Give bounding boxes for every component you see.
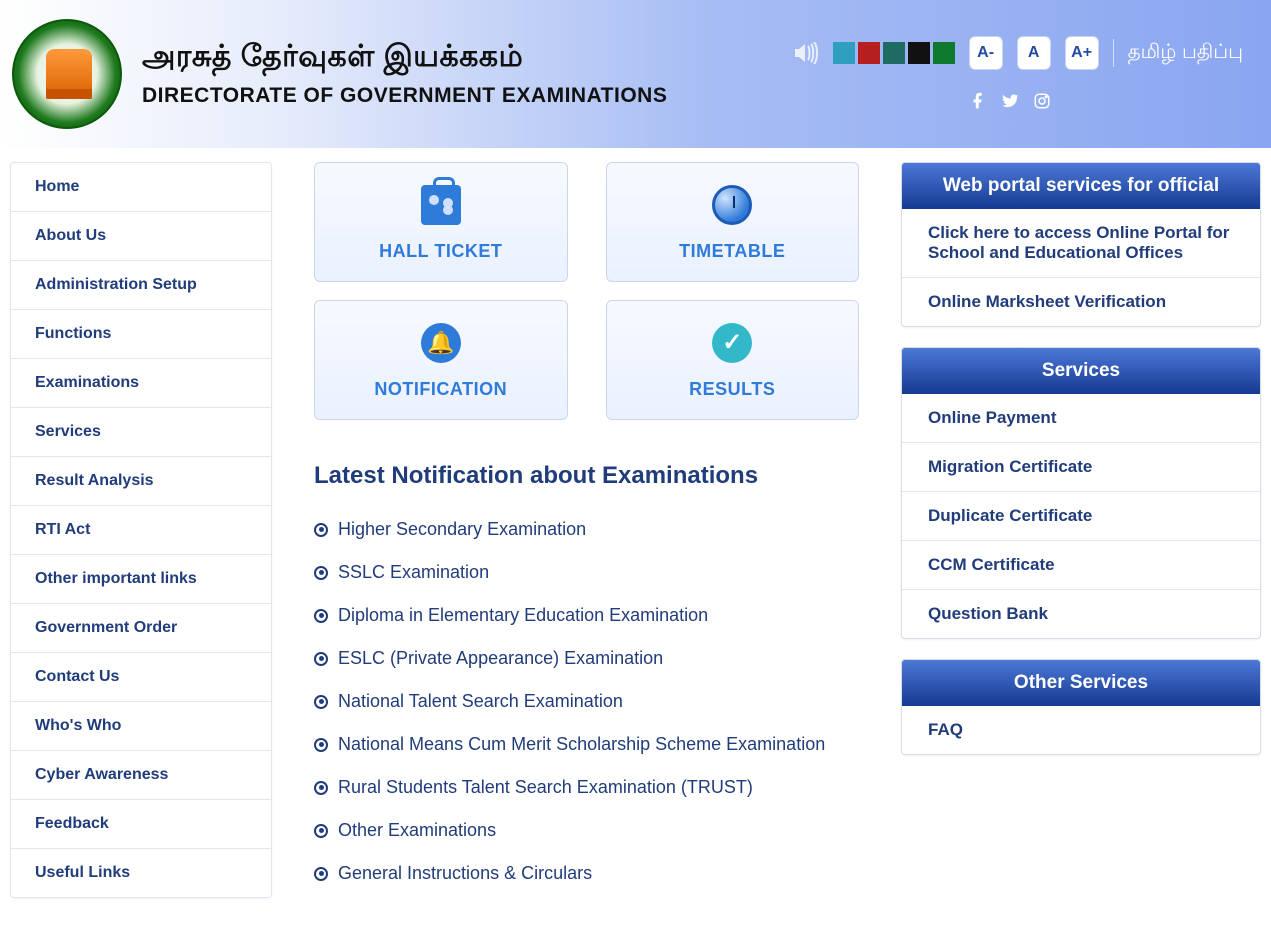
notification-label: Diploma in Elementary Education Examinat…: [338, 605, 708, 626]
notifications-heading: Latest Notification about Examinations: [314, 462, 859, 490]
sidebar-item-feedback[interactable]: Feedback: [11, 800, 271, 849]
theme-swatches: [833, 42, 955, 64]
tools-row: A- A A+ தமிழ் பதிப்பு: [793, 36, 1243, 70]
notification-label: General Instructions & Circulars: [338, 863, 592, 884]
bullet-icon: [314, 824, 328, 838]
notification-item[interactable]: SSLC Examination: [314, 551, 859, 594]
font-increase-button[interactable]: A+: [1065, 36, 1099, 70]
notification-item[interactable]: General Instructions & Circulars: [314, 852, 859, 895]
content: HALL TICKET TIMETABLE 🔔 NOTIFICATION ✓ RESULT…: [314, 162, 859, 895]
sidebar-item-result-analysis[interactable]: Result Analysis: [11, 457, 271, 506]
notification-label: Higher Secondary Examination: [338, 519, 586, 540]
notification-label: ESLC (Private Appearance) Examination: [338, 648, 663, 669]
card-results[interactable]: ✓ RESULTS: [606, 300, 860, 420]
twitter-icon[interactable]: [999, 90, 1021, 112]
sidebar-item-services[interactable]: Services: [11, 408, 271, 457]
sidebar-item-contact-us[interactable]: Contact Us: [11, 653, 271, 702]
instagram-icon[interactable]: [1031, 90, 1053, 112]
bell-icon: 🔔: [421, 323, 461, 363]
panel-heading: Other Services: [902, 660, 1260, 706]
panel-services: ServicesOnline PaymentMigration Certific…: [901, 347, 1261, 639]
card-label: TIMETABLE: [679, 241, 785, 262]
quick-links-cards: HALL TICKET TIMETABLE 🔔 NOTIFICATION ✓ RESULT…: [314, 162, 859, 420]
sidebar-item-rti-act[interactable]: RTI Act: [11, 506, 271, 555]
check-icon: ✓: [712, 323, 752, 363]
site-title-english: DIRECTORATE OF GOVERNMENT EXAMINATIONS: [142, 84, 667, 108]
speaker-icon[interactable]: [793, 42, 819, 64]
font-decrease-button[interactable]: A-: [969, 36, 1003, 70]
facebook-icon[interactable]: [967, 90, 989, 112]
card-label: RESULTS: [689, 379, 775, 400]
font-normal-button[interactable]: A: [1017, 36, 1051, 70]
notification-item[interactable]: Other Examinations: [314, 809, 859, 852]
panel-item[interactable]: Online Payment: [902, 394, 1260, 443]
notification-label: Other Examinations: [338, 820, 496, 841]
notification-item[interactable]: Diploma in Elementary Education Examinat…: [314, 594, 859, 637]
sidebar-item-functions[interactable]: Functions: [11, 310, 271, 359]
notification-label: National Talent Search Examination: [338, 691, 623, 712]
language-switch[interactable]: தமிழ் பதிப்பு: [1128, 41, 1243, 66]
social-icons: [967, 90, 1053, 112]
bullet-icon: [314, 523, 328, 537]
bullet-icon: [314, 738, 328, 752]
titles: அரசுத் தேர்வுகள் இயக்ககம் DIRECTORATE OF…: [142, 40, 667, 108]
sidebar-item-cyber-awareness[interactable]: Cyber Awareness: [11, 751, 271, 800]
divider: [1113, 39, 1114, 67]
bullet-icon: [314, 566, 328, 580]
bullet-icon: [314, 695, 328, 709]
sidebar-item-other-important-links[interactable]: Other important links: [11, 555, 271, 604]
panel-item[interactable]: FAQ: [902, 706, 1260, 754]
main-layout: HomeAbout UsAdministration SetupFunction…: [0, 148, 1271, 928]
header-tools: A- A A+ தமிழ் பதிப்பு: [793, 36, 1243, 112]
sidebar-item-about-us[interactable]: About Us: [11, 212, 271, 261]
panel-item[interactable]: Online Marksheet Verification: [902, 278, 1260, 326]
sidebar-nav: HomeAbout UsAdministration SetupFunction…: [10, 162, 272, 898]
site-header: அரசுத் தேர்வுகள் இயக்ககம் DIRECTORATE OF…: [0, 0, 1271, 148]
card-hall-ticket[interactable]: HALL TICKET: [314, 162, 568, 282]
sidebar-item-administration-setup[interactable]: Administration Setup: [11, 261, 271, 310]
notification-item[interactable]: ESLC (Private Appearance) Examination: [314, 637, 859, 680]
clock-icon: [712, 185, 752, 225]
bullet-icon: [314, 781, 328, 795]
notification-item[interactable]: Higher Secondary Examination: [314, 508, 859, 551]
sidebar-item-home[interactable]: Home: [11, 163, 271, 212]
sidebar-item-useful-links[interactable]: Useful Links: [11, 849, 271, 897]
id-badge-icon: [421, 185, 461, 225]
right-panels: Web portal services for officialClick he…: [901, 162, 1261, 755]
panel-heading: Services: [902, 348, 1260, 394]
sidebar-item-examinations[interactable]: Examinations: [11, 359, 271, 408]
panel-other-services: Other ServicesFAQ: [901, 659, 1261, 755]
panel-web-portal-services-for-official: Web portal services for officialClick he…: [901, 162, 1261, 327]
notification-item[interactable]: National Talent Search Examination: [314, 680, 859, 723]
swatch-4[interactable]: [933, 42, 955, 64]
notification-item[interactable]: National Means Cum Merit Scholarship Sch…: [314, 723, 859, 766]
sidebar-item-government-order[interactable]: Government Order: [11, 604, 271, 653]
notification-label: National Means Cum Merit Scholarship Sch…: [338, 734, 825, 755]
panel-item[interactable]: Duplicate Certificate: [902, 492, 1260, 541]
swatch-0[interactable]: [833, 42, 855, 64]
site-title-tamil: அரசுத் தேர்வுகள் இயக்ககம்: [142, 40, 667, 78]
bullet-icon: [314, 652, 328, 666]
notification-label: SSLC Examination: [338, 562, 489, 583]
sidebar-item-who-s-who[interactable]: Who's Who: [11, 702, 271, 751]
bullet-icon: [314, 867, 328, 881]
notification-label: Rural Students Talent Search Examination…: [338, 777, 753, 798]
notification-list: Higher Secondary Examination SSLC Examina…: [314, 508, 859, 895]
card-notification[interactable]: 🔔 NOTIFICATION: [314, 300, 568, 420]
bullet-icon: [314, 609, 328, 623]
notification-item[interactable]: Rural Students Talent Search Examination…: [314, 766, 859, 809]
swatch-3[interactable]: [908, 42, 930, 64]
card-label: NOTIFICATION: [374, 379, 507, 400]
swatch-1[interactable]: [858, 42, 880, 64]
panel-item[interactable]: Question Bank: [902, 590, 1260, 638]
panel-heading: Web portal services for official: [902, 163, 1260, 209]
panel-item[interactable]: Migration Certificate: [902, 443, 1260, 492]
panel-item[interactable]: CCM Certificate: [902, 541, 1260, 590]
swatch-2[interactable]: [883, 42, 905, 64]
brand: அரசுத் தேர்வுகள் இயக்ககம் DIRECTORATE OF…: [12, 19, 667, 129]
panel-item[interactable]: Click here to access Online Portal for S…: [902, 209, 1260, 278]
govt-logo: [12, 19, 122, 129]
card-label: HALL TICKET: [379, 241, 502, 262]
card-timetable[interactable]: TIMETABLE: [606, 162, 860, 282]
